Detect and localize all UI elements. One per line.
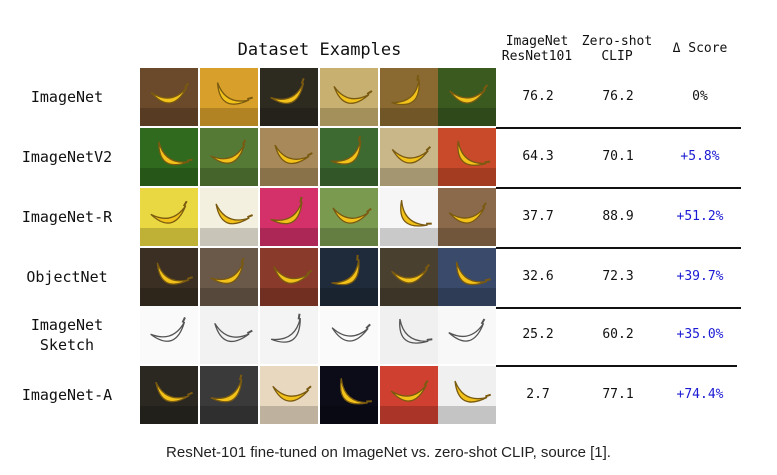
row-divider [496, 127, 741, 129]
banana-photo-icon [380, 68, 438, 126]
delta-score-header: Δ Score [672, 41, 728, 56]
resnet-score: 64.3 [522, 149, 554, 164]
delta-score: +39.7% [676, 269, 724, 284]
resnet-header-line2: ResNet101 [501, 49, 573, 64]
row-label-line: ImageNetV2 [21, 148, 113, 166]
clip-score: 60.2 [602, 327, 634, 342]
banana-photo-icon [380, 366, 438, 424]
resnet-header: ImageNet ResNet101 [497, 34, 577, 64]
clip-header-line1: Zero-shot [581, 34, 653, 49]
row-divider [496, 307, 741, 309]
image-grid [140, 68, 496, 424]
banana-photo-icon [140, 366, 198, 424]
banana-art-icon [438, 188, 496, 246]
resnet-score: 76.2 [522, 89, 554, 104]
clip-score: 88.9 [602, 209, 634, 224]
banana-art-icon [320, 188, 378, 246]
row-divider [496, 365, 737, 367]
banana-photo-icon [200, 68, 258, 126]
banana-photo-icon [320, 366, 378, 424]
resnet-header-line1: ImageNet [505, 34, 569, 49]
row-label-line: ImageNet [30, 316, 104, 334]
banana-photo-icon [260, 248, 318, 306]
resnet-score: 37.7 [522, 209, 554, 224]
banana-photo-icon [438, 366, 496, 424]
delta-score: +5.8% [680, 149, 720, 164]
banana-photo-icon [380, 248, 438, 306]
clip-header-line2: CLIP [601, 49, 633, 64]
row-divider [496, 247, 741, 249]
row-label-line: ImageNet-R [21, 208, 113, 226]
row-label: ImageNet-A [6, 385, 128, 405]
row-label-line: ImageNet [30, 88, 104, 106]
clip-score: 70.1 [602, 149, 634, 164]
banana-sketch-icon [380, 306, 438, 364]
figure-caption: ResNet-101 fine-tuned on ImageNet vs. ze… [166, 444, 611, 461]
row-divider [496, 187, 741, 189]
row-label: ImageNet-R [6, 207, 128, 227]
banana-photo-icon [140, 248, 198, 306]
resnet-score: 32.6 [522, 269, 554, 284]
delta-score: +51.2% [676, 209, 724, 224]
clip-score: 72.3 [602, 269, 634, 284]
resnet-score: 2.7 [526, 387, 550, 402]
delta-score: 0% [692, 89, 708, 104]
banana-photo-icon [320, 68, 378, 126]
banana-sketch-icon [200, 306, 258, 364]
banana-photo-icon [140, 68, 198, 126]
clip-header: Zero-shot CLIP [577, 34, 657, 64]
banana-photo-icon [320, 128, 378, 186]
row-label: ImageNet [6, 87, 128, 107]
row-label: ImageNetV2 [6, 147, 128, 167]
row-label: ImageNet Sketch [6, 315, 128, 355]
banana-photo-icon [200, 366, 258, 424]
banana-art-icon [380, 188, 438, 246]
banana-art-icon [140, 188, 198, 246]
clip-score: 76.2 [602, 89, 634, 104]
row-label: ObjectNet [6, 267, 128, 287]
row-label-line: ImageNet-A [21, 386, 113, 404]
banana-photo-icon [260, 366, 318, 424]
row-label-line: ObjectNet [26, 268, 108, 286]
banana-sketch-icon [320, 306, 378, 364]
delta-score: +35.0% [676, 327, 724, 342]
banana-art-icon [260, 188, 318, 246]
row-label-line: Sketch [39, 336, 95, 354]
banana-photo-icon [438, 68, 496, 126]
banana-sketch-icon [140, 306, 198, 364]
banana-photo-icon [438, 128, 496, 186]
resnet-score: 25.2 [522, 327, 554, 342]
banana-photo-icon [380, 128, 438, 186]
banana-photo-icon [438, 248, 496, 306]
banana-photo-icon [320, 248, 378, 306]
banana-photo-icon [200, 128, 258, 186]
banana-photo-icon [140, 128, 198, 186]
delta-score: +74.4% [676, 387, 724, 402]
banana-photo-icon [200, 248, 258, 306]
dataset-examples-header: Dataset Examples [237, 40, 402, 60]
clip-score: 77.1 [602, 387, 634, 402]
banana-art-icon [200, 188, 258, 246]
banana-photo-icon [260, 128, 318, 186]
banana-photo-icon [260, 68, 318, 126]
banana-sketch-icon [260, 306, 318, 364]
banana-sketch-icon [438, 306, 496, 364]
